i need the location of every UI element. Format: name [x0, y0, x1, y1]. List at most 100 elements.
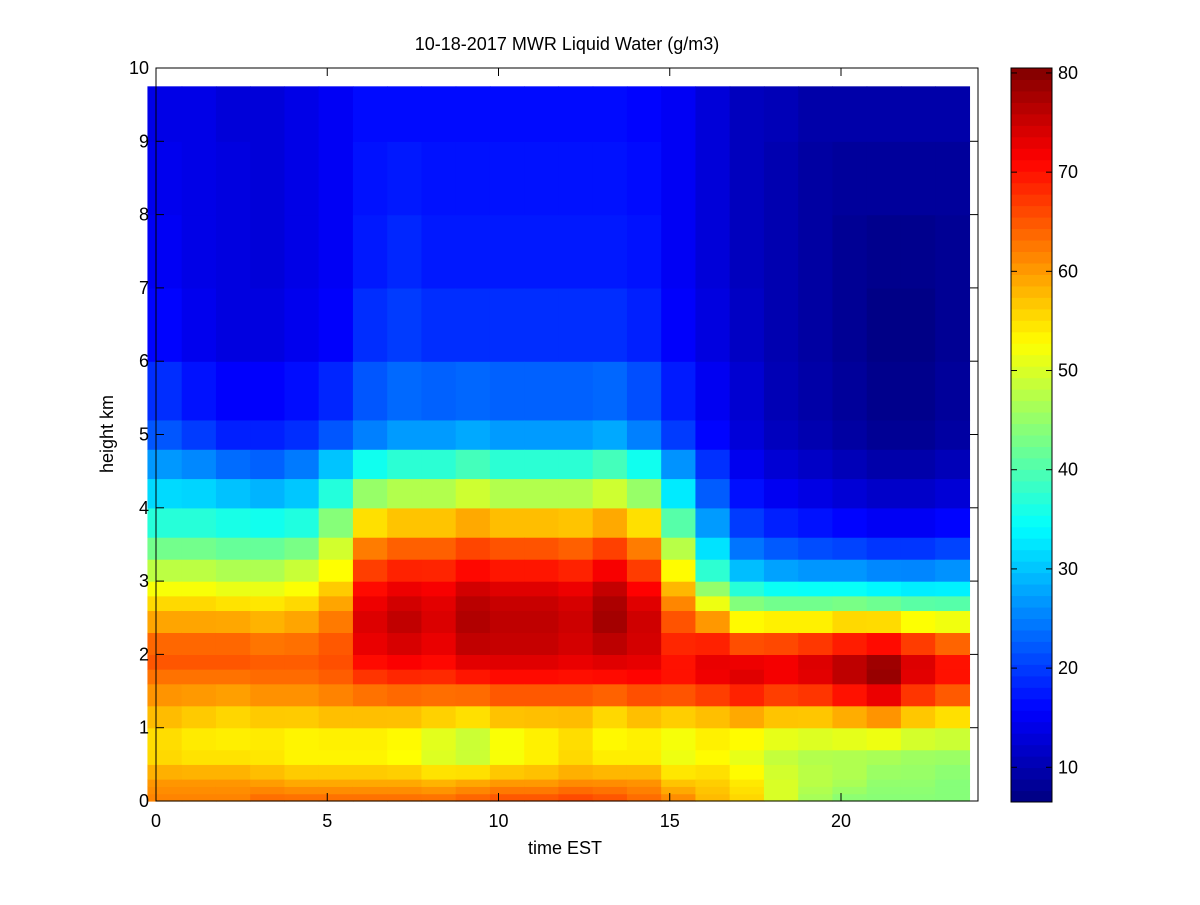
heatmap-cell	[352, 581, 388, 597]
heatmap-cell	[661, 654, 697, 670]
heatmap-cell	[352, 449, 388, 480]
heatmap-cell	[695, 478, 731, 509]
heatmap-cell	[900, 507, 936, 538]
heatmap-cell	[455, 141, 491, 216]
heatmap-cell	[626, 214, 662, 289]
heatmap-cell	[592, 764, 628, 780]
heatmap-cell	[763, 449, 799, 480]
heatmap-cell	[250, 632, 286, 655]
heatmap-cell	[421, 632, 457, 655]
heatmap-cell	[147, 632, 183, 655]
heatmap-cell	[935, 361, 971, 421]
heatmap-cell	[695, 449, 731, 480]
heatmap-cell	[181, 478, 217, 509]
colorbar-segment	[1011, 320, 1052, 333]
heatmap-cell	[558, 779, 594, 787]
heatmap-cell	[695, 705, 731, 729]
heatmap-cell	[798, 449, 834, 480]
heatmap-cell	[900, 559, 936, 582]
heatmap-cell	[489, 419, 525, 450]
heatmap-cell	[900, 361, 936, 421]
heatmap-cell	[524, 141, 560, 216]
heatmap-cell	[387, 537, 423, 560]
heatmap-cell	[763, 793, 799, 802]
heatmap-cell	[489, 214, 525, 289]
heatmap-cell	[524, 449, 560, 480]
heatmap-cell	[147, 419, 183, 450]
heatmap-cell	[798, 669, 834, 685]
heatmap-cell	[626, 786, 662, 795]
heatmap-cell	[729, 361, 765, 421]
colorbar-segment	[1011, 744, 1052, 757]
heatmap-cell	[489, 764, 525, 780]
heatmap-cell	[421, 86, 457, 142]
heatmap-cell	[832, 86, 868, 142]
heatmap-cell	[147, 537, 183, 560]
heatmap-cell	[215, 361, 251, 421]
heatmap-cell	[558, 141, 594, 216]
heatmap-cell	[147, 287, 183, 362]
heatmap-cell	[935, 610, 971, 634]
heatmap-cell	[352, 610, 388, 634]
heatmap-cell	[832, 581, 868, 597]
heatmap-cell	[318, 287, 354, 362]
heatmap-cell	[798, 287, 834, 362]
heatmap-cell	[524, 581, 560, 597]
heatmap-cell	[524, 214, 560, 289]
heatmap-cell	[250, 779, 286, 787]
colorbar-segment	[1011, 652, 1052, 665]
heatmap-cell	[661, 727, 697, 751]
heatmap-cell	[215, 141, 251, 216]
heatmap-cell	[489, 559, 525, 582]
heatmap-cell	[935, 449, 971, 480]
heatmap-cell	[284, 595, 320, 612]
heatmap-cell	[250, 764, 286, 780]
colorbar-segment	[1011, 240, 1052, 252]
heatmap-cell	[729, 419, 765, 450]
heatmap-cell	[935, 654, 971, 670]
heatmap-cell	[695, 361, 731, 421]
heatmap-cell	[387, 669, 423, 685]
heatmap-cell	[866, 764, 902, 780]
colorbar-segment	[1011, 331, 1052, 344]
colorbar-segment	[1011, 561, 1052, 574]
heatmap-cell	[352, 537, 388, 560]
heatmap-cell	[489, 449, 525, 480]
heatmap-cell	[661, 507, 697, 538]
heatmap-cell	[421, 779, 457, 787]
heatmap-cell	[935, 764, 971, 780]
colorbar-segment	[1011, 549, 1052, 562]
heatmap-cell	[763, 537, 799, 560]
heatmap-cell	[558, 669, 594, 685]
colorbar-segment	[1011, 526, 1052, 539]
heatmap-cell	[798, 581, 834, 597]
heatmap-cell	[455, 419, 491, 450]
heatmap-cell	[798, 537, 834, 560]
heatmap-cell	[695, 793, 731, 802]
colorbar-segment	[1011, 629, 1052, 642]
heatmap-cell	[661, 632, 697, 655]
heatmap-cell	[695, 727, 731, 751]
heatmap-cell	[387, 610, 423, 634]
heatmap-cell	[592, 669, 628, 685]
heatmap-cell	[798, 749, 834, 765]
heatmap-cell	[832, 654, 868, 670]
heatmap-cell	[524, 361, 560, 421]
heatmap-cell	[181, 595, 217, 612]
heatmap-cell	[489, 361, 525, 421]
heatmap-cell	[318, 141, 354, 216]
heatmap-cell	[900, 581, 936, 597]
heatmap-cell	[352, 669, 388, 685]
heatmap-cell	[558, 654, 594, 670]
heatmap-cell	[250, 559, 286, 582]
heatmap-cell	[421, 595, 457, 612]
heatmap-cell	[524, 537, 560, 560]
heatmap-cell	[866, 86, 902, 142]
heatmap-cell	[661, 361, 697, 421]
heatmap-cell	[284, 419, 320, 450]
heatmap-cell	[558, 683, 594, 707]
heatmap-cell	[284, 86, 320, 142]
heatmap-cell	[455, 86, 491, 142]
heatmap-cell	[352, 86, 388, 142]
heatmap-cell	[798, 786, 834, 795]
